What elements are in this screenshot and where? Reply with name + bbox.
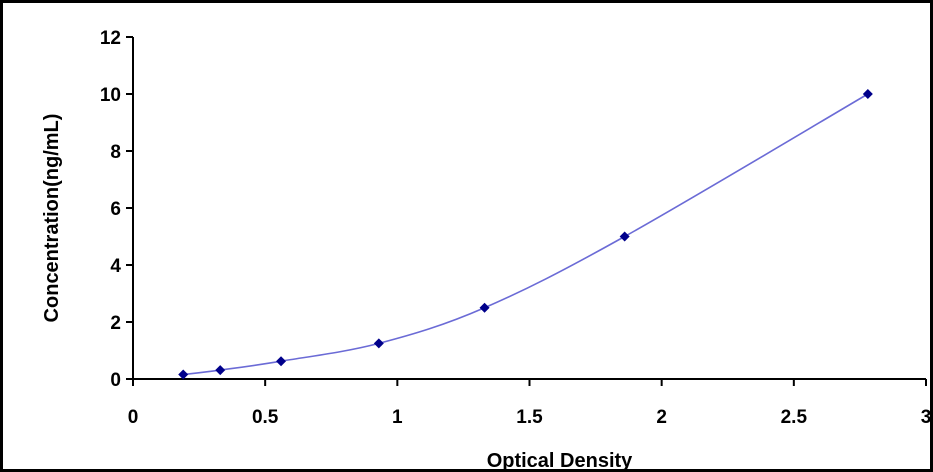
data-point [619, 231, 630, 242]
x-tick-label: 1 [392, 407, 403, 428]
y-tick-label: 2 [110, 313, 121, 334]
data-point [862, 89, 873, 99]
x-tick-label: 3 [921, 407, 932, 428]
y-tick-label: 0 [110, 370, 121, 391]
x-tick-label: 2.5 [781, 407, 808, 428]
x-tick-label: 0.5 [252, 407, 279, 428]
data-point [178, 369, 189, 380]
x-tick-label: 2 [656, 407, 667, 428]
data-point [479, 302, 490, 313]
y-tick-label: 6 [110, 199, 121, 220]
y-tick-label: 12 [100, 28, 121, 49]
fit-curve-group [183, 93, 869, 376]
fit-curve-line [183, 93, 869, 376]
y-axis-title: Concentration(ng/mL) [41, 114, 63, 323]
x-tick-label: 1.5 [516, 407, 543, 428]
axes [126, 36, 927, 386]
data-point [276, 356, 287, 367]
data-points-group [178, 89, 873, 380]
y-tick-label: 10 [100, 85, 121, 106]
x-tick-label: 0 [128, 407, 139, 428]
y-tick-labels: 0 2 4 6 8 10 12 [100, 28, 122, 391]
x-tick-labels: 0 0.5 1 1.5 2 2.5 3 [128, 407, 932, 428]
y-tick-label: 4 [110, 256, 121, 277]
data-point [373, 338, 384, 349]
x-axis-title: Optical Density [487, 450, 633, 472]
y-tick-label: 8 [110, 142, 121, 163]
data-point [215, 365, 226, 376]
